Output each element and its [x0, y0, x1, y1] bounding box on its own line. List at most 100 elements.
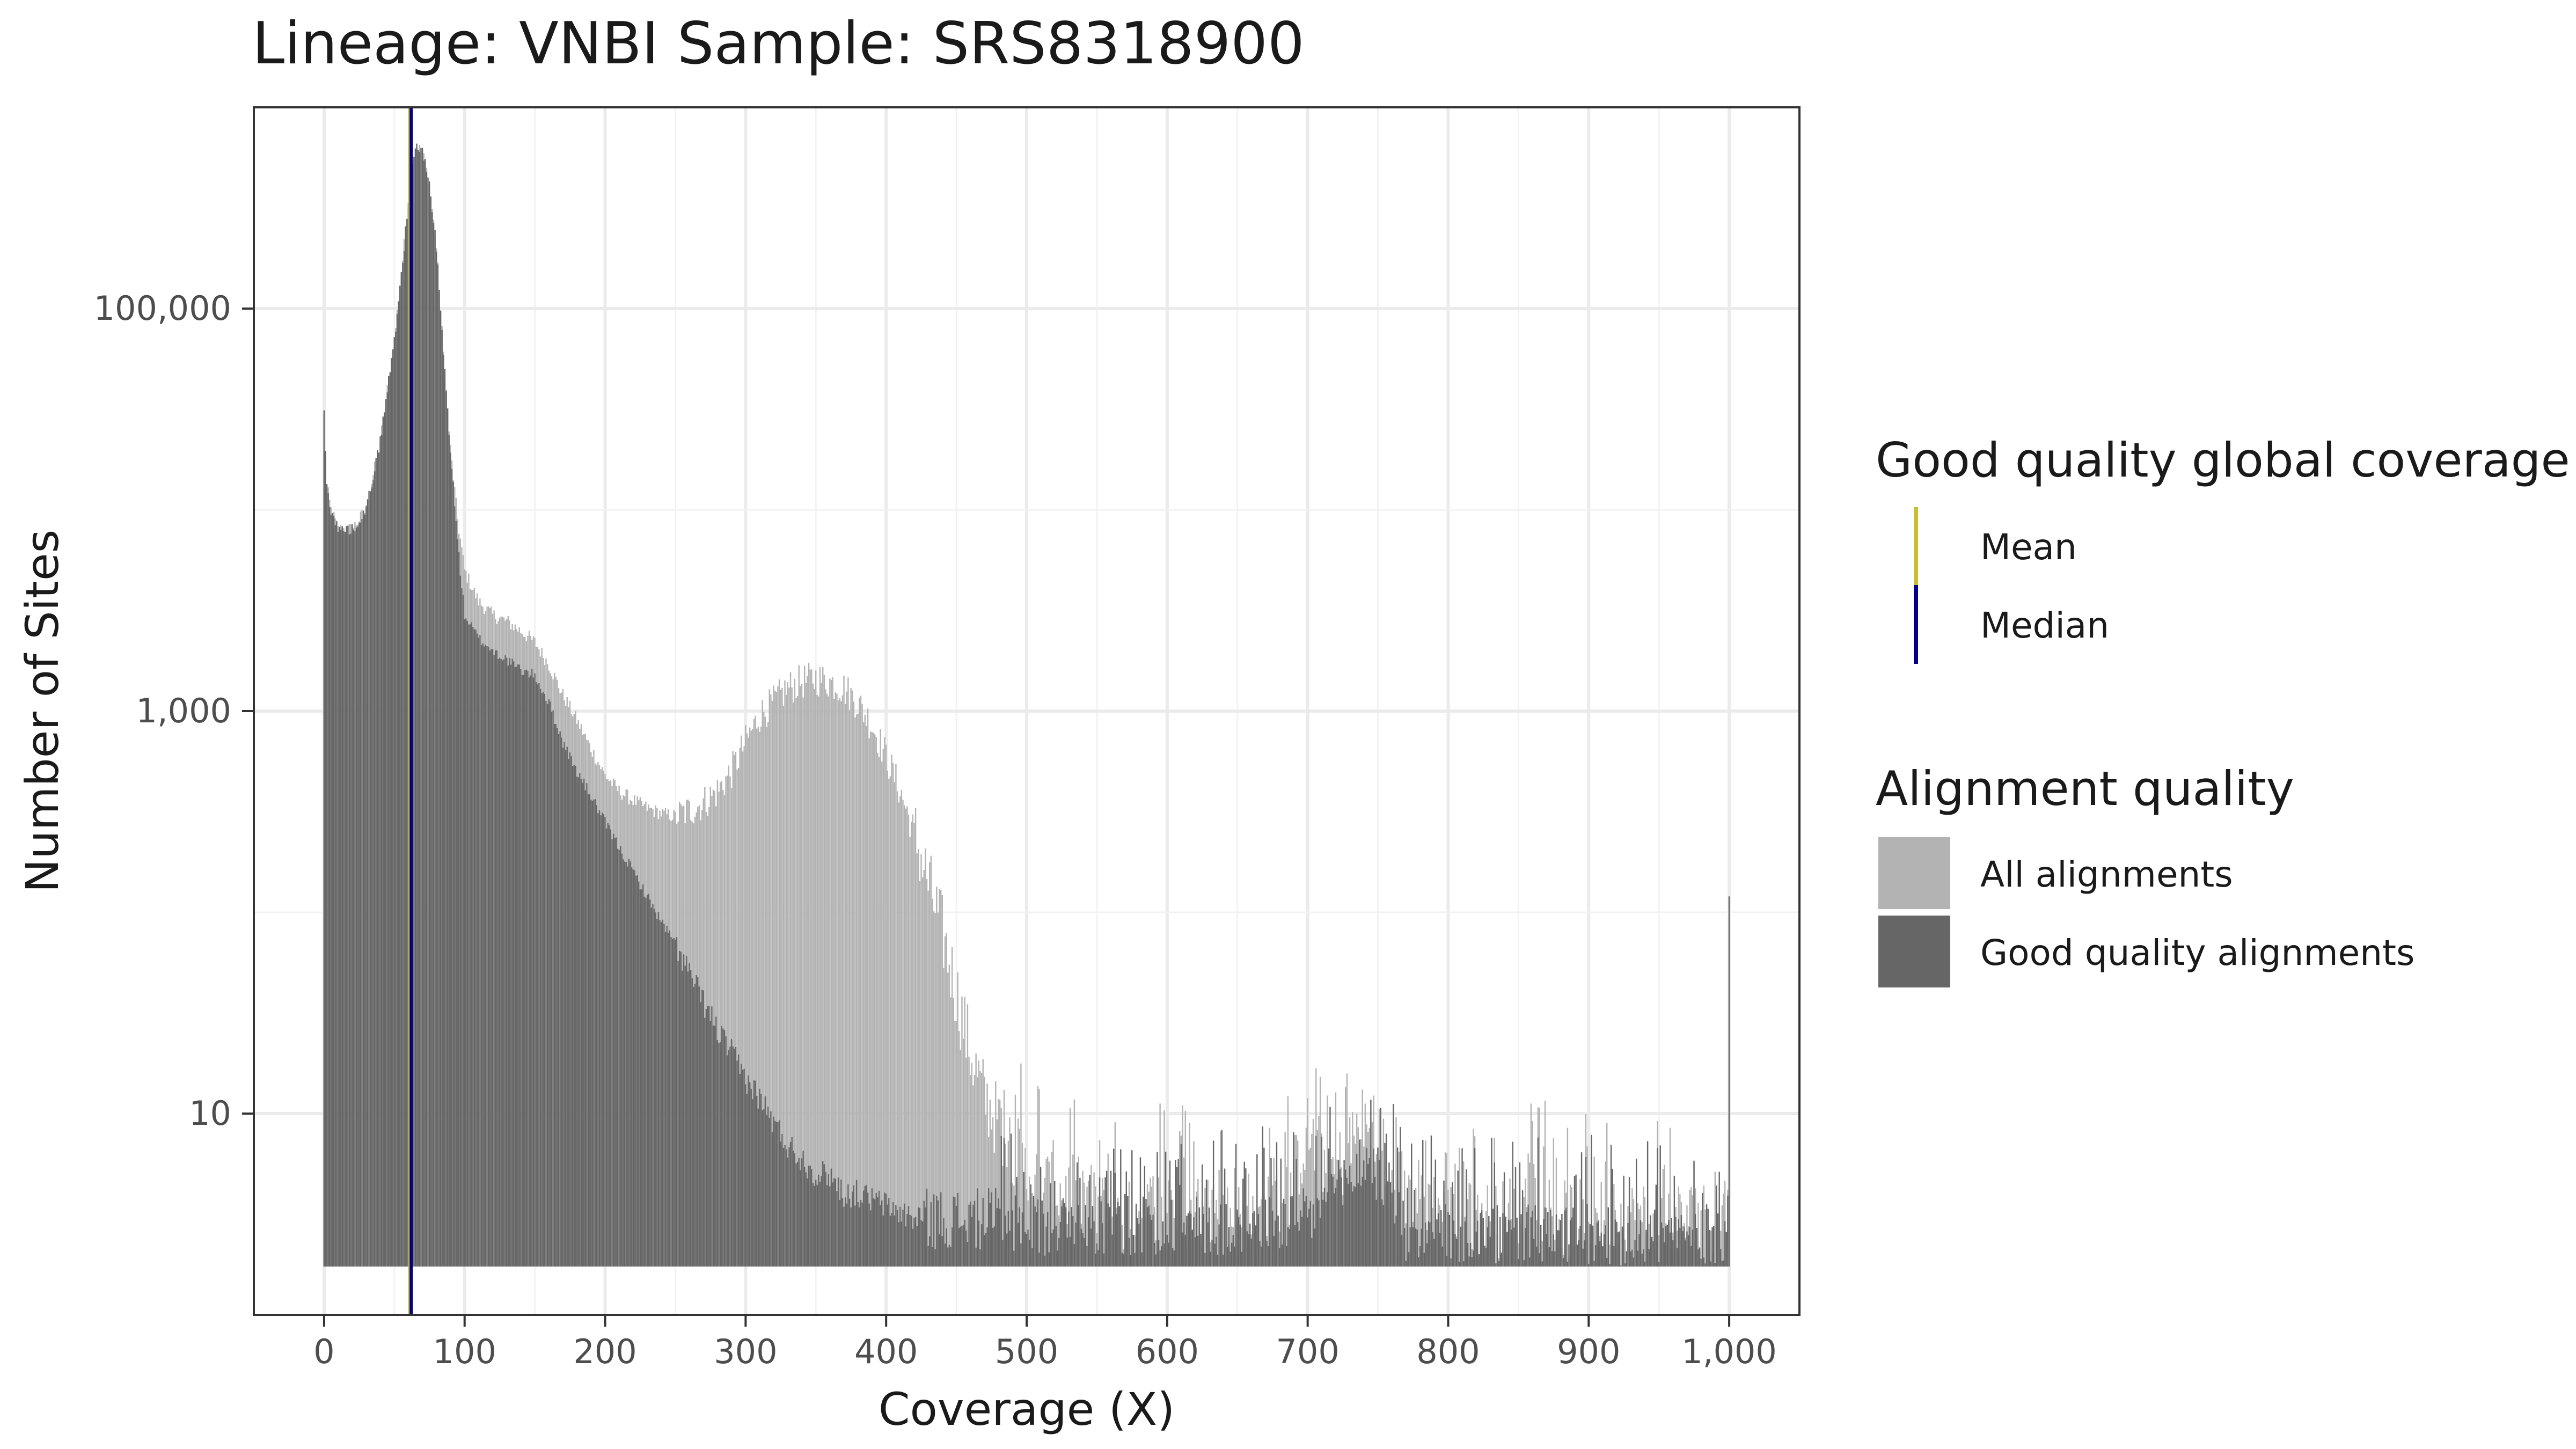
histogram-bar — [1606, 1123, 1608, 1267]
histogram-bar — [1359, 1139, 1360, 1267]
histogram-bar — [916, 1226, 918, 1267]
histogram-bar — [1450, 1187, 1452, 1267]
histogram-bar — [1657, 1148, 1658, 1267]
histogram-bar — [891, 755, 892, 1267]
histogram-bar — [1366, 1147, 1367, 1267]
histogram-bar — [866, 726, 867, 1267]
histogram-bar — [346, 526, 347, 1267]
histogram-bar — [1423, 1196, 1425, 1267]
histogram-bar — [1091, 1228, 1092, 1267]
histogram-bar — [1311, 1238, 1313, 1267]
histogram-bar — [1014, 1094, 1016, 1267]
histogram-bar — [750, 1088, 752, 1267]
histogram-bar — [337, 532, 339, 1267]
histogram-bar — [802, 1151, 804, 1267]
histogram-bar — [1113, 1148, 1115, 1267]
histogram-bar — [1579, 1226, 1581, 1267]
histogram-bar — [1319, 1077, 1321, 1267]
histogram-bar — [1170, 1199, 1172, 1267]
histogram-bar — [559, 731, 561, 1267]
histogram-bar — [1173, 1218, 1175, 1267]
histogram-bar — [1592, 1225, 1594, 1267]
histogram-bar — [1021, 1143, 1023, 1267]
histogram-bar — [811, 669, 813, 1267]
histogram-bar — [1487, 1227, 1488, 1267]
histogram-bar — [341, 526, 343, 1267]
histogram-bar — [1323, 1188, 1326, 1267]
histogram-bar — [1703, 1185, 1705, 1267]
histogram-bar — [1600, 1232, 1602, 1267]
histogram-bar — [847, 677, 849, 1267]
histogram-bar — [1455, 1239, 1458, 1267]
histogram-bar — [760, 1094, 762, 1267]
histogram-bar — [355, 528, 357, 1267]
histogram-bar — [1066, 1237, 1069, 1267]
histogram-bar — [769, 689, 770, 1267]
histogram-bar — [1687, 1235, 1689, 1267]
histogram-bar — [975, 1247, 977, 1267]
histogram-bar — [636, 875, 638, 1267]
histogram-bar — [1214, 1213, 1216, 1267]
histogram-bar — [781, 1134, 783, 1267]
histogram-bar — [1641, 1222, 1643, 1267]
histogram-bar — [414, 149, 416, 1267]
histogram-bar — [719, 782, 721, 1267]
histogram-bar — [1468, 1256, 1470, 1267]
histogram-bar — [1308, 1208, 1310, 1267]
histogram-bar — [1562, 1258, 1564, 1267]
histogram-bar — [1565, 1208, 1567, 1267]
histogram-bar — [1248, 1234, 1249, 1267]
histogram-bar — [1453, 1220, 1455, 1267]
histogram-bar — [1551, 1216, 1553, 1267]
histogram-bar — [1245, 1168, 1247, 1267]
histogram-bar — [517, 664, 519, 1267]
histogram-bar — [1697, 1249, 1699, 1267]
histogram-bar — [1389, 1182, 1392, 1267]
histogram-bar — [1591, 1135, 1592, 1267]
histogram-bar — [1024, 1232, 1026, 1267]
histogram-bar — [1026, 1234, 1028, 1267]
histogram-bar — [1259, 1206, 1261, 1267]
histogram-bar — [548, 699, 550, 1267]
histogram-bar — [1630, 1212, 1631, 1267]
histogram-bar — [1138, 1224, 1140, 1267]
histogram-bar — [1360, 1185, 1362, 1267]
legend: Good quality global coverage Mean Median… — [1876, 433, 2570, 987]
histogram-bar — [509, 658, 510, 1267]
histogram-bar — [753, 719, 755, 1267]
histogram-bar — [1666, 1225, 1668, 1267]
histogram-bar — [452, 481, 454, 1267]
histogram-bar — [684, 965, 686, 1267]
histogram-bar — [343, 531, 345, 1267]
histogram-bar — [912, 814, 914, 1267]
histogram-bar — [877, 1197, 879, 1267]
histogram-bar — [1637, 1250, 1639, 1267]
histogram-bar — [1648, 1249, 1650, 1267]
histogram-bar — [1259, 1241, 1261, 1267]
histogram-bar — [377, 450, 378, 1267]
histogram-bar — [1643, 1249, 1644, 1267]
histogram-bar — [843, 676, 845, 1267]
histogram-bar — [1048, 1252, 1050, 1267]
histogram-bar — [1294, 1135, 1296, 1267]
histogram-bar — [396, 314, 398, 1267]
histogram-bar — [777, 686, 779, 1267]
histogram-bar — [925, 1207, 926, 1267]
histogram-bar — [1474, 1148, 1476, 1267]
histogram-bar — [1395, 1216, 1397, 1267]
histogram-bar — [721, 780, 722, 1267]
histogram-bar — [1416, 1230, 1418, 1267]
histogram-bar — [920, 1220, 922, 1267]
histogram-bar — [874, 734, 876, 1267]
histogram-bar — [1495, 1185, 1497, 1267]
histogram-bar — [475, 630, 477, 1267]
histogram-bar — [434, 230, 436, 1267]
histogram-bar — [1006, 1167, 1008, 1267]
histogram-bar — [825, 689, 826, 1267]
reference-lines — [408, 107, 413, 1315]
histogram-bar — [1541, 1261, 1543, 1267]
histogram-bar — [666, 926, 668, 1267]
histogram-bar — [1658, 1262, 1660, 1267]
histogram-bar — [1408, 1175, 1410, 1267]
histogram-bar — [782, 706, 785, 1267]
